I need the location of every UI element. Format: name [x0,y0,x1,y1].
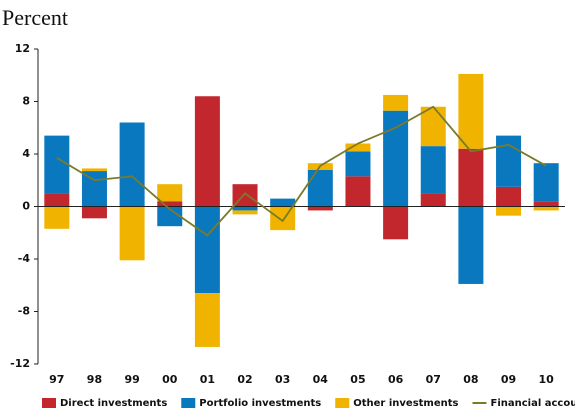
bar-segment [44,206,70,229]
legend-swatch [335,398,350,408]
x-tick-label: 05 [350,373,365,386]
bar-segment [420,146,446,194]
x-tick-label: 04 [313,373,329,386]
bar-segment [44,135,70,194]
bar-segment [307,169,333,207]
legend-label: Portfolio investments [199,398,321,409]
y-tick-label: 8 [22,95,30,108]
x-tick-label: 99 [124,373,139,386]
bar-segment [345,143,371,152]
bar-segment [345,176,371,207]
y-tick-label: 12 [15,42,30,55]
legend-label: Other investments [353,398,458,409]
x-tick-label: 01 [200,373,215,386]
bar-segment [496,186,522,207]
bar-segment [81,168,107,172]
bar-segment [345,151,371,177]
x-tick-label: 02 [237,373,252,386]
legend-label: Financial accounts [490,398,575,409]
bar-segment [307,206,333,211]
x-tick-label: 97 [49,373,64,386]
bar-segment [157,184,183,202]
legend-swatch [181,398,196,408]
chart-title: Percent [2,5,68,30]
bar-segment [270,198,296,207]
y-tick-label: -4 [18,252,31,265]
bar-segment [533,201,559,207]
x-tick-label: 00 [162,373,178,386]
bar-segment [496,206,522,216]
bar-segment [232,206,258,211]
bar-segment [383,94,409,111]
y-tick-label: 4 [22,147,30,160]
bar-segment [458,148,484,207]
bar-segment [44,193,70,207]
x-tick-label: 98 [87,373,102,386]
bar-segment [194,293,220,347]
bar-segment [157,201,183,207]
bar-segment [119,122,145,207]
legend-swatch [42,398,56,408]
bar-segment [81,171,107,207]
bar-segment [157,206,183,227]
bar-segment [383,206,409,240]
bar-segment [194,206,220,294]
bar-segment [81,206,107,219]
x-tick-label: 09 [501,373,516,386]
line [56,105,547,237]
x-tick-label: 10 [539,373,555,386]
y-tick-label: -12 [10,357,30,370]
bar-segment [383,110,409,207]
x-tick-label: 08 [463,373,478,386]
y-tick-label: 0 [22,200,30,213]
x-tick-label: 03 [275,373,290,386]
x-tick-label: 06 [388,373,404,386]
bar-segment [420,193,446,207]
bar-segment [496,135,522,187]
bar-segment [270,206,296,231]
bar-segment [458,73,484,149]
legend-label: Direct investments [60,398,167,409]
bar-segment [533,163,559,202]
bar-segment [420,106,446,147]
x-tick-label: 07 [426,373,441,386]
y-tick-label: -8 [18,305,30,318]
bar-segment [533,206,559,211]
bar-segment [119,206,145,261]
bar-segment [194,96,220,207]
bar-segment [458,206,484,284]
bar-segment [232,210,258,215]
